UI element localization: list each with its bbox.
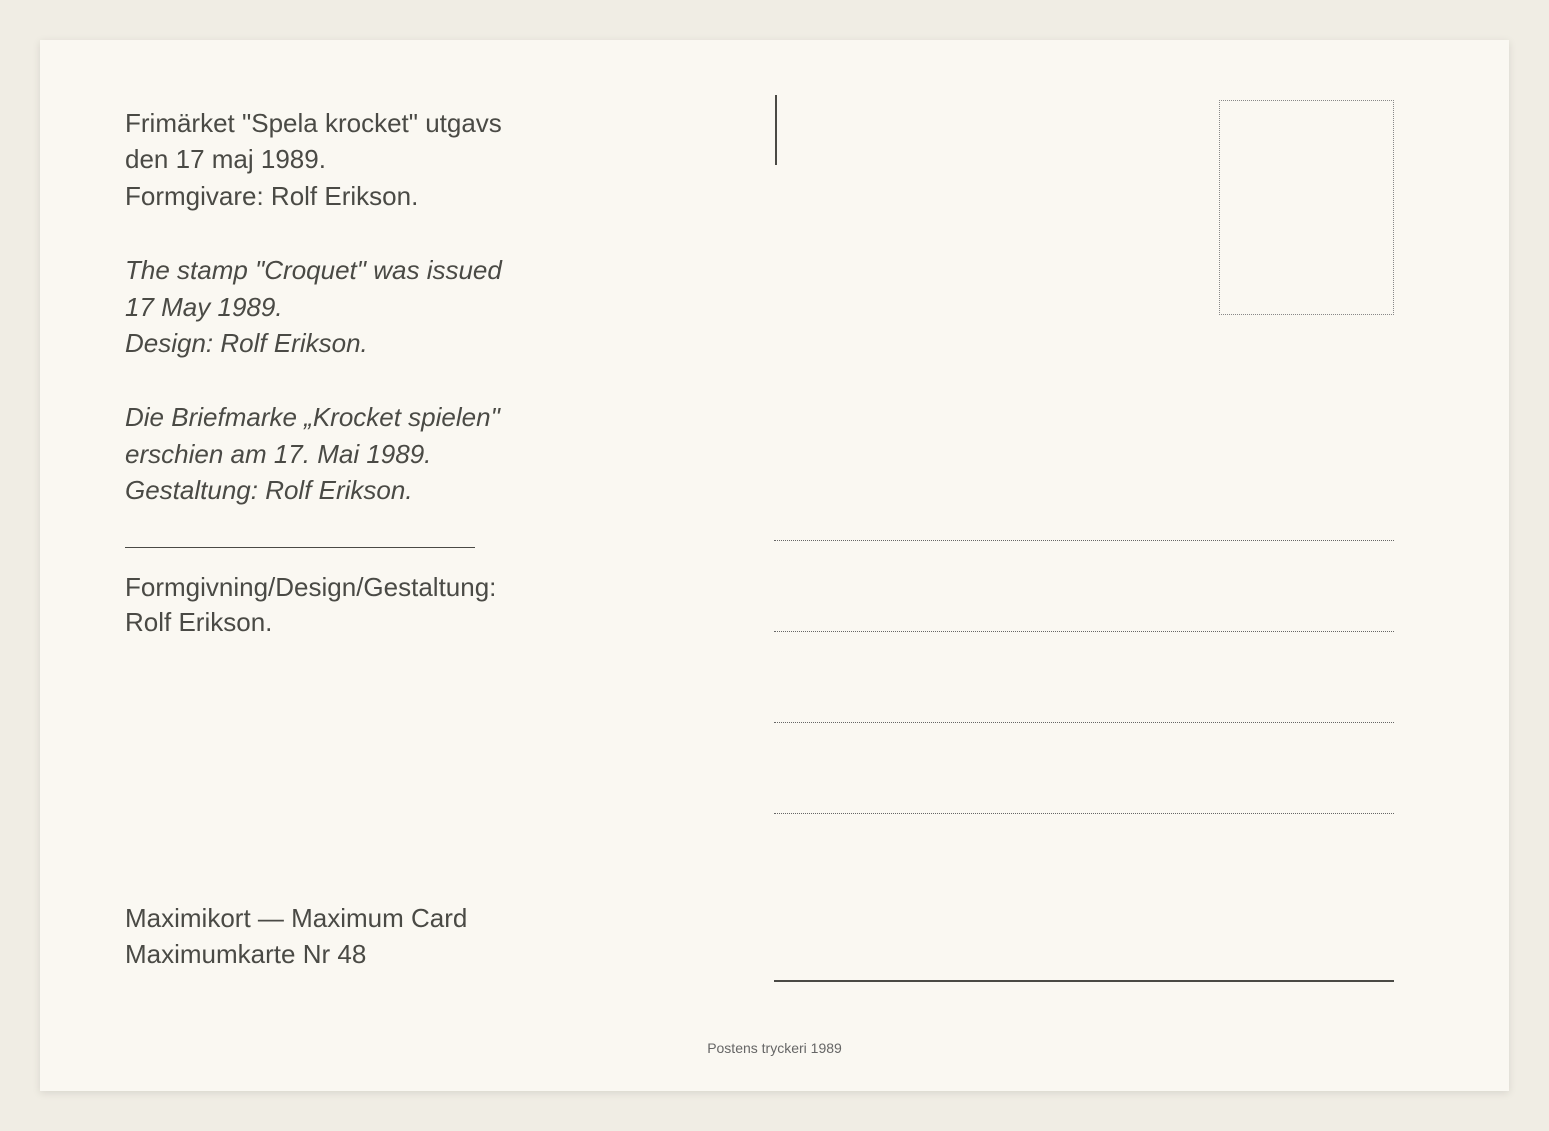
english-line-2: 17 May 1989. — [125, 289, 545, 325]
german-line-3: Gestaltung: Rolf Erikson. — [125, 472, 545, 508]
german-line-1: Die Briefmarke „Krocket spielen" — [125, 399, 545, 435]
footer-printer-text: Postens tryckeri 1989 — [707, 1040, 842, 1056]
address-line-1 — [774, 540, 1394, 541]
address-line-2 — [774, 631, 1394, 632]
swedish-line-1: Frimärket "Spela krocket" utgavs — [125, 105, 545, 141]
english-line-3: Design: Rolf Erikson. — [125, 325, 545, 361]
swedish-line-3: Formgivare: Rolf Erikson. — [125, 178, 545, 214]
stamp-placeholder-box — [1219, 100, 1394, 315]
design-credit-block: Formgivning/Design/Gestaltung: Rolf Erik… — [125, 570, 545, 640]
swedish-line-2: den 17 maj 1989. — [125, 141, 545, 177]
swedish-text-block: Frimärket "Spela krocket" utgavs den 17 … — [125, 105, 545, 214]
address-lines-section — [774, 540, 1394, 904]
design-credit-line-2: Rolf Erikson. — [125, 605, 545, 640]
english-line-1: The stamp "Croquet" was issued — [125, 252, 545, 288]
card-type-line-2: Maximumkarte Nr 48 — [125, 936, 545, 972]
card-type-line-1: Maximikort — Maximum Card — [125, 900, 545, 936]
bottom-solid-line — [774, 980, 1394, 982]
separator-line — [125, 547, 475, 548]
address-line-4 — [774, 813, 1394, 814]
postcard-back: Frimärket "Spela krocket" utgavs den 17 … — [40, 40, 1509, 1091]
german-text-block: Die Briefmarke „Krocket spielen" erschie… — [125, 399, 545, 508]
design-credit-line-1: Formgivning/Design/Gestaltung: — [125, 570, 545, 605]
card-type-block: Maximikort — Maximum Card Maximumkarte N… — [125, 900, 545, 973]
english-text-block: The stamp "Croquet" was issued 17 May 19… — [125, 252, 545, 361]
german-line-2: erschien am 17. Mai 1989. — [125, 436, 545, 472]
center-divider — [775, 95, 777, 165]
address-line-3 — [774, 722, 1394, 723]
left-text-section: Frimärket "Spela krocket" utgavs den 17 … — [125, 105, 545, 972]
